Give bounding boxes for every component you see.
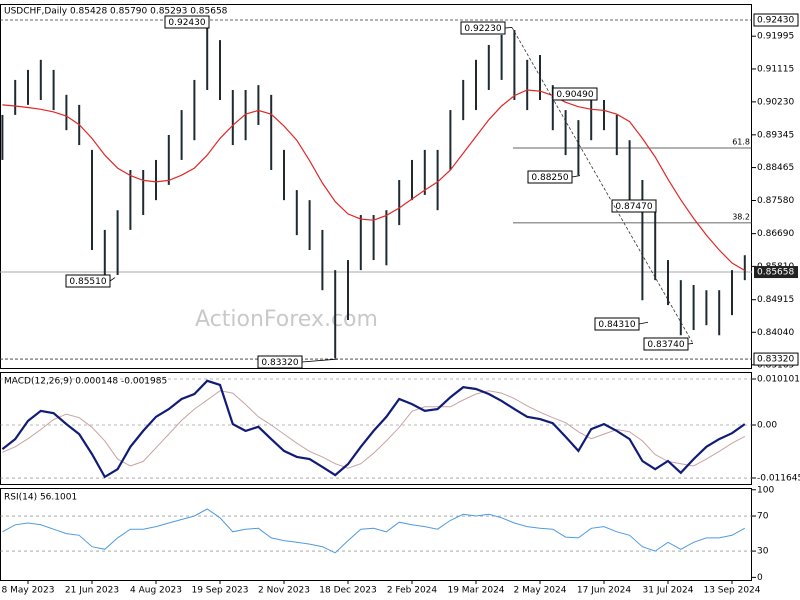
annotation-label: 0.90490	[556, 90, 593, 100]
y-tick-label: 0.84040	[757, 328, 794, 338]
x-tick-label: 2 Nov 2023	[258, 586, 310, 596]
annotation-box	[611, 199, 657, 213]
y-tick-label: 0.84915	[757, 295, 794, 305]
annotation-connector	[571, 175, 581, 178]
annotation-label: 0.92430	[168, 18, 205, 28]
annotation-label: 0.87470	[615, 202, 652, 212]
x-tick-label: 21 Jun 2023	[65, 586, 119, 596]
annotation-connector	[504, 27, 513, 29]
rsi-title: RSI(14) 56.1001	[4, 493, 77, 503]
annotation-connector	[301, 358, 339, 363]
y-tick-label: 0	[757, 573, 763, 583]
annotation-box	[460, 21, 506, 35]
y-tick-label: 30	[757, 547, 769, 557]
level-label: 0.83320	[757, 355, 794, 365]
y-tick-label: 0.00	[757, 420, 777, 430]
y-tick-label: 0.90230	[757, 97, 794, 107]
annotation-connector	[687, 343, 694, 345]
x-tick-label: 19 Mar 2024	[447, 586, 504, 596]
macd-title: MACD(12,26,9) 0.000148 -0.001985	[4, 377, 167, 387]
trend-line	[511, 27, 694, 344]
level-box	[753, 352, 799, 366]
fib-label: 38.2	[732, 212, 750, 221]
panel-frame	[0, 488, 752, 581]
annotation-box	[164, 15, 210, 29]
signal-line	[2, 390, 746, 469]
y-tick-label: 0.88465	[757, 163, 794, 173]
y-tick-label: 0.89345	[757, 130, 794, 140]
chart-title: USDCHF,Daily 0.85428 0.85790 0.85293 0.8…	[4, 7, 228, 17]
panel-frame	[0, 4, 752, 369]
last-price-box	[754, 266, 798, 279]
y-tick-label: 0.91995	[757, 32, 794, 42]
annotation-connector	[638, 321, 649, 325]
rsi-line	[2, 508, 746, 554]
last-price-label: 0.85658	[757, 268, 794, 278]
annotation-box	[65, 274, 111, 288]
annotation-box	[527, 170, 573, 184]
x-tick-label: 18 Dec 2023	[319, 586, 377, 596]
annotation-label: 0.92230	[464, 24, 501, 34]
panel-frame	[0, 372, 752, 485]
x-tick-label: 31 Jul 2024	[643, 586, 694, 596]
annotation-label: 0.83740	[647, 340, 684, 350]
annotation-box	[257, 355, 303, 369]
moving-average	[2, 89, 746, 272]
x-tick-label: 19 Sep 2023	[191, 586, 248, 596]
watermark: ActionForex.com	[195, 307, 378, 332]
y-tick-label: 100	[757, 485, 774, 495]
y-tick-label: 0.91115	[757, 64, 794, 74]
y-tick-label: -0.011645	[757, 474, 800, 484]
x-tick-label: 2 Feb 2024	[387, 586, 438, 596]
annotation-connector	[109, 277, 116, 282]
annotation-box	[643, 337, 689, 351]
macd-line	[1, 379, 746, 479]
annotation-label: 0.84310	[598, 320, 635, 330]
y-tick-label: 0.86690	[757, 229, 794, 239]
x-tick-label: 2 May 2024	[514, 586, 567, 596]
level-box	[753, 13, 799, 27]
level-label: 0.92430	[757, 16, 794, 26]
annotation-box	[552, 87, 598, 101]
x-tick-label: 17 Jun 2024	[577, 586, 631, 596]
annotation-box	[594, 317, 640, 331]
x-tick-label: 13 Sep 2024	[703, 586, 760, 596]
x-tick-label: 4 Aug 2023	[130, 586, 182, 596]
fib-label: 61.8	[732, 138, 750, 147]
y-tick-label: 0.87580	[757, 196, 794, 206]
y-tick-label: 0.010101	[757, 375, 800, 385]
annotation-label: 0.83320	[261, 358, 298, 368]
y-tick-label: 70	[757, 512, 769, 522]
x-tick-label: 8 May 2023	[2, 586, 55, 596]
annotation-label: 0.85510	[69, 277, 106, 287]
annotation-label: 0.88250	[531, 173, 568, 183]
